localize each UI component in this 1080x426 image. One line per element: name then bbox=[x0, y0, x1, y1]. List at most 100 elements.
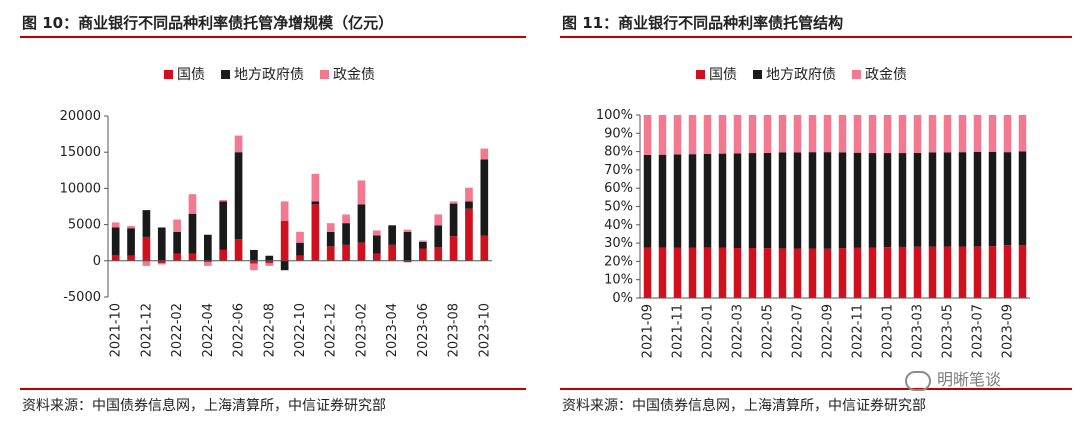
legend-label: 地方政府债 bbox=[234, 67, 304, 83]
bar-segment bbox=[127, 226, 135, 229]
x-tick-label: 2022-06 bbox=[232, 303, 247, 357]
x-tick-label: 2022-03 bbox=[731, 304, 746, 358]
bar-segment bbox=[127, 228, 135, 256]
bar-segment bbox=[1003, 115, 1012, 153]
bar-segment bbox=[173, 231, 181, 254]
legend-label: 政金债 bbox=[333, 67, 375, 83]
y-tick-label: 5000 bbox=[68, 218, 101, 233]
bar-segment bbox=[449, 203, 458, 237]
bar-segment bbox=[928, 115, 937, 153]
bar-segment bbox=[234, 135, 243, 153]
x-tick-label: 2022-09 bbox=[821, 304, 836, 358]
y-tick-label: 0 bbox=[93, 254, 101, 269]
bar-segment bbox=[688, 247, 697, 298]
bar-segment bbox=[157, 262, 166, 265]
x-tick-label: 2022-07 bbox=[791, 304, 806, 358]
bar-segment bbox=[250, 249, 258, 261]
bar-segment bbox=[853, 247, 862, 298]
bar-segment bbox=[883, 115, 892, 154]
bar-segment bbox=[868, 153, 877, 248]
x-tick-label: 2021-09 bbox=[641, 304, 656, 358]
bar-segment bbox=[958, 246, 967, 298]
x-tick-label: 2021-11 bbox=[671, 304, 686, 358]
bar-segment bbox=[204, 262, 212, 266]
bar-segment bbox=[823, 248, 832, 298]
bar-segment bbox=[778, 115, 787, 153]
bar-segment bbox=[372, 235, 381, 254]
legend-swatch bbox=[852, 70, 861, 79]
y-tick-label: 60% bbox=[604, 181, 633, 196]
bar-segment bbox=[480, 235, 489, 261]
bar-segment bbox=[357, 204, 366, 243]
bar-segment bbox=[157, 260, 166, 263]
x-tick-label: 2022-04 bbox=[201, 303, 216, 357]
bar-segment bbox=[219, 199, 228, 202]
bar-segment bbox=[643, 115, 652, 155]
bar-segment bbox=[173, 219, 181, 232]
bar-segment bbox=[449, 201, 458, 204]
figure-11-panel: 图 11：商业银行不同品种利率债托管结构 国债 地方政府债 政金债 0% 10% 20% 3… bbox=[540, 0, 1080, 426]
bar-segment bbox=[853, 152, 862, 248]
bar-segment bbox=[718, 115, 727, 154]
bar-segment bbox=[142, 210, 151, 237]
bar-segment bbox=[943, 152, 952, 247]
bar-segment bbox=[372, 253, 381, 261]
legend-label: 国债 bbox=[709, 67, 737, 83]
bar-segment bbox=[988, 115, 997, 152]
bar-segment bbox=[763, 115, 772, 153]
bar-segment bbox=[434, 225, 443, 248]
bar-segment bbox=[403, 229, 412, 232]
x-tick-label: 2023-10 bbox=[477, 303, 492, 357]
bar-segment bbox=[234, 239, 243, 261]
bar-segment bbox=[311, 204, 320, 261]
y-tick-label: 10000 bbox=[60, 181, 101, 196]
bar-segment bbox=[703, 247, 712, 298]
bar-segment bbox=[643, 154, 652, 248]
bar-segment bbox=[838, 152, 847, 249]
bar-segment bbox=[733, 153, 742, 249]
x-tick-label: 2023-06 bbox=[416, 303, 431, 357]
bar-segment bbox=[658, 115, 667, 155]
figure-10-source: 资料来源：中国债券信息网，上海清算所，中信证券研究部 bbox=[22, 398, 386, 414]
x-tick-label: 2022-10 bbox=[293, 303, 308, 357]
bar-segment bbox=[342, 214, 350, 224]
bar-segment bbox=[793, 152, 802, 249]
bar-segment bbox=[465, 208, 473, 261]
bar-segment bbox=[188, 194, 197, 214]
bar-segment bbox=[388, 244, 396, 261]
bar-segment bbox=[808, 152, 817, 249]
legend-swatch bbox=[320, 70, 329, 79]
bar-segment bbox=[778, 152, 787, 249]
bar-segment bbox=[868, 247, 877, 298]
bar-segment bbox=[127, 255, 135, 261]
bar-segment bbox=[763, 248, 772, 298]
figure-10-panel: 图 10：商业银行不同品种利率债托管净增规模（亿元） 国债 地方政府债 政金债 -50… bbox=[20, 14, 526, 414]
legend-swatch bbox=[753, 70, 762, 79]
bar-segment bbox=[718, 153, 727, 248]
x-tick-label: 2021-10 bbox=[109, 303, 124, 357]
bar-segment bbox=[1003, 152, 1012, 246]
bar-segment bbox=[943, 115, 952, 153]
bar-segment bbox=[449, 236, 458, 261]
bar-segment bbox=[973, 151, 982, 247]
x-tick-label: 2023-07 bbox=[971, 304, 986, 358]
y-tick-label: 100% bbox=[596, 108, 633, 123]
y-tick-label: 0% bbox=[612, 291, 633, 306]
bar-segment bbox=[748, 248, 757, 298]
bar-segment bbox=[111, 222, 120, 228]
bar-segment bbox=[823, 152, 832, 249]
bar-segment bbox=[1003, 245, 1012, 298]
bar-segment bbox=[988, 151, 997, 247]
bar-segment bbox=[142, 236, 151, 261]
bar-segment bbox=[403, 231, 412, 261]
bar-segment bbox=[204, 260, 212, 263]
bar-segment bbox=[326, 231, 335, 247]
source-rule bbox=[560, 388, 1072, 390]
bar-segment bbox=[219, 249, 228, 261]
bar-segment bbox=[733, 115, 742, 154]
bar-segment bbox=[280, 220, 289, 261]
y-tick-label: 40% bbox=[604, 218, 633, 233]
bar-segment bbox=[250, 260, 258, 264]
title-rule bbox=[20, 36, 526, 38]
legend-label: 地方政府债 bbox=[766, 67, 836, 83]
